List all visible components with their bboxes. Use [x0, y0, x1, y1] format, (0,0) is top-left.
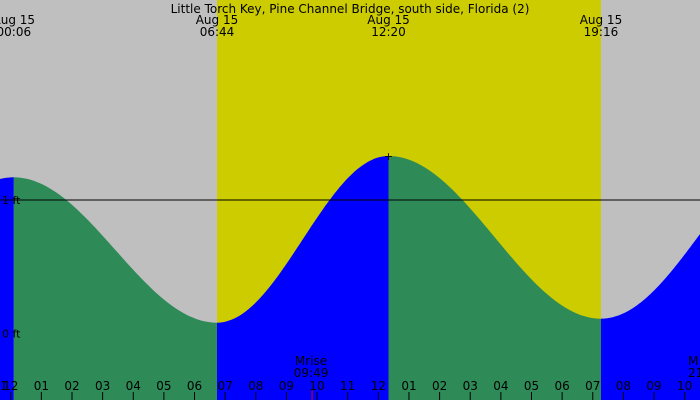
x-axis: 12 01 02 03 04 05 06 07 08 09 10 11 12 01 02 03 04 05 06 07… [0, 379, 692, 400]
x-tick-label: 01 [401, 379, 416, 393]
event-date-label: Aug 15 [580, 13, 623, 27]
x-tick-label: 08 [248, 379, 263, 393]
x-edge-label: 1 [0, 379, 8, 393]
event-date-label: Aug 15 [0, 13, 35, 27]
x-tick-label: 06 [555, 379, 570, 393]
x-tick-label: 08 [616, 379, 631, 393]
falling-tide-area [13, 177, 217, 400]
falling-tide-area [388, 156, 601, 400]
x-tick-label: 02 [64, 379, 79, 393]
moonrise-time: 09:49 [294, 366, 329, 380]
event-time-label: 12:20 [371, 25, 406, 39]
x-tick-label: 07 [218, 379, 233, 393]
y-axis-labels: 1 ft 0 ft [2, 194, 21, 340]
x-tick-label: 10 [309, 379, 324, 393]
x-tick-label: 03 [463, 379, 478, 393]
x-tick-label: 05 [156, 379, 171, 393]
rising-tide-area [0, 177, 14, 400]
x-tick-label: 04 [126, 379, 141, 393]
high-tide-marker: + [384, 150, 393, 163]
x-tick-label: 05 [524, 379, 539, 393]
event-time-label: 19:16 [584, 25, 619, 39]
moon-edge-time: 21 [688, 366, 700, 380]
moon-edge-label: M [688, 354, 698, 368]
x-tick-label: 07 [585, 379, 600, 393]
x-tick-label: 12 [3, 379, 18, 393]
x-tick-label: 09 [646, 379, 661, 393]
x-tick-label: 04 [493, 379, 508, 393]
x-tick-label: 06 [187, 379, 202, 393]
x-tick-label: 11 [340, 379, 355, 393]
y-tick-label: 0 ft [2, 327, 21, 340]
x-tick-label: 01 [34, 379, 49, 393]
x-tick-label: 10 [677, 379, 692, 393]
x-tick-label: 03 [95, 379, 110, 393]
x-tick-label: 09 [279, 379, 294, 393]
event-time-label: 06:44 [200, 25, 235, 39]
x-tick-label: 02 [432, 379, 447, 393]
event-time-label: 00:06 [0, 25, 31, 39]
moonrise-label: Mrise [295, 354, 327, 368]
x-tick-label: 12 [371, 379, 386, 393]
rising-tide-area [601, 234, 700, 400]
chart-title: Little Torch Key, Pine Channel Bridge, s… [171, 2, 530, 16]
rising-tide-area [217, 156, 389, 400]
tide-areas [0, 156, 700, 400]
event-date-label: Aug 15 [196, 13, 239, 27]
y-tick-label: 1 ft [2, 194, 21, 207]
event-date-label: Aug 15 [367, 13, 410, 27]
